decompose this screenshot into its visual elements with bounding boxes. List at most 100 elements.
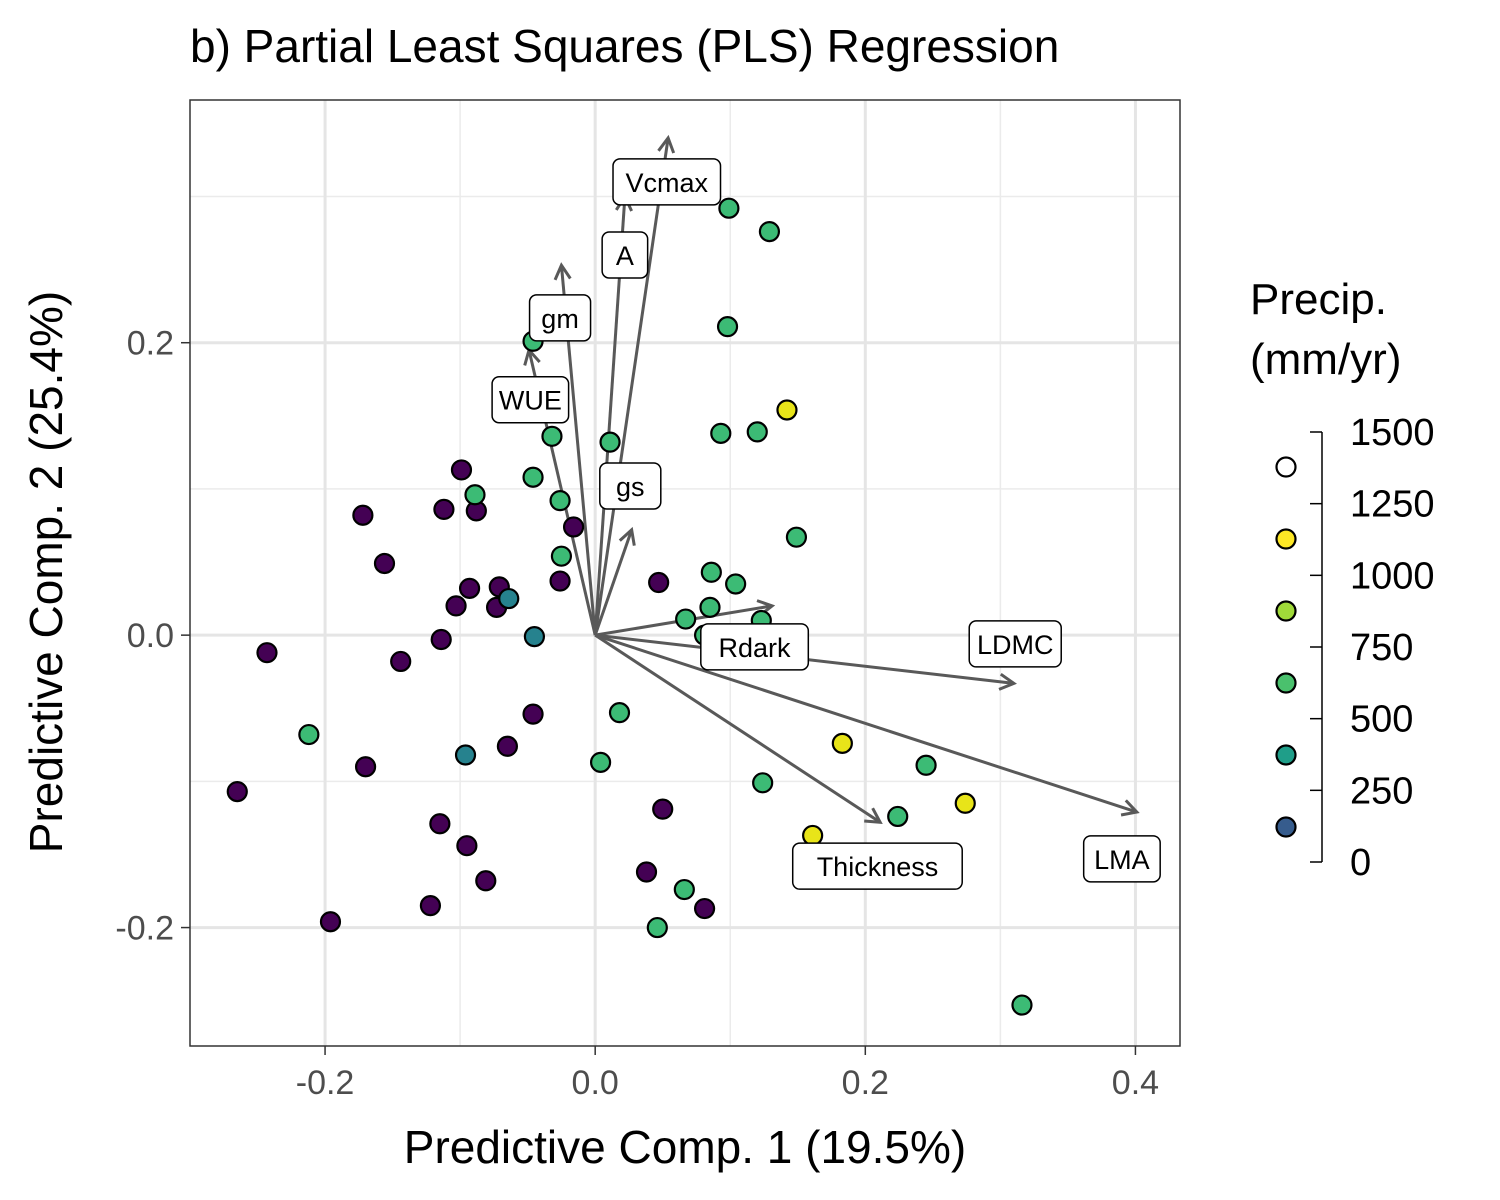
data-point bbox=[226, 780, 248, 803]
data-point bbox=[562, 516, 585, 538]
data-point bbox=[456, 835, 478, 857]
legend-swatch bbox=[1275, 744, 1297, 766]
data-point bbox=[646, 916, 668, 939]
data-point bbox=[523, 626, 546, 648]
x-tick-label: 0.0 bbox=[572, 1064, 619, 1102]
loading-arrow-thickness bbox=[594, 633, 881, 824]
grid-minor bbox=[190, 100, 1180, 1046]
data-point bbox=[319, 911, 342, 933]
legend-tick-label: 1250 bbox=[1350, 484, 1435, 526]
data-point bbox=[802, 824, 824, 847]
legend-tick-label: 500 bbox=[1350, 699, 1413, 741]
loading-arrowhead-thickness bbox=[864, 807, 883, 825]
data-point bbox=[831, 732, 853, 754]
loading-label-box bbox=[491, 375, 570, 424]
loading-label-text: A bbox=[616, 241, 634, 271]
loading-arrowhead-gm bbox=[553, 262, 572, 281]
legend-tick-label: 1000 bbox=[1350, 555, 1435, 597]
legend-title: Precip. bbox=[1250, 275, 1387, 324]
x-axis-title: Predictive Comp. 1 (19.5%) bbox=[404, 1121, 966, 1173]
legend-tick-label: 0 bbox=[1350, 842, 1371, 884]
precip-legend: Precip. (mm/yr) 1500 1250 1000 750 500 250 0 bbox=[1250, 275, 1435, 884]
legend-swatch bbox=[1275, 528, 1297, 550]
data-point bbox=[954, 792, 976, 814]
scatter-points bbox=[226, 197, 1033, 1016]
data-point bbox=[419, 895, 442, 917]
data-point bbox=[589, 751, 612, 773]
legend-tick-label: 750 bbox=[1350, 627, 1413, 669]
legend-tick-label: 250 bbox=[1350, 770, 1413, 812]
data-point bbox=[522, 466, 544, 488]
data-point bbox=[699, 596, 721, 618]
legend-title: (mm/yr) bbox=[1250, 335, 1402, 384]
loading-label-box bbox=[528, 294, 592, 342]
loading-arrows bbox=[523, 134, 1140, 825]
loading-arrowhead-gs bbox=[618, 526, 636, 546]
loading-label-text: gs bbox=[616, 472, 645, 502]
legend-tick-label: 1500 bbox=[1350, 412, 1435, 454]
data-point bbox=[746, 421, 768, 443]
data-point bbox=[549, 490, 571, 512]
data-point bbox=[450, 459, 473, 481]
data-point bbox=[716, 316, 739, 338]
loading-label-text: LMA bbox=[1094, 845, 1150, 875]
legend-swatch bbox=[1275, 456, 1297, 478]
loading-label-box bbox=[968, 620, 1062, 668]
data-point bbox=[464, 484, 486, 506]
data-point bbox=[785, 526, 808, 548]
data-point bbox=[352, 504, 374, 526]
x-tick-label: -0.2 bbox=[296, 1064, 355, 1102]
loading-label-text: Vcmax bbox=[626, 168, 709, 198]
loading-label-box bbox=[601, 231, 649, 279]
loading-label-text: Rdark bbox=[719, 633, 792, 663]
loading-label-box bbox=[612, 158, 722, 206]
legend-swatch bbox=[1275, 600, 1297, 622]
data-point bbox=[496, 735, 518, 757]
loading-arrow-lma bbox=[594, 633, 1138, 814]
loading-label-text: Thickness bbox=[817, 852, 939, 882]
loading-label-text: WUE bbox=[499, 386, 562, 416]
data-point bbox=[373, 552, 396, 575]
data-point bbox=[354, 756, 377, 778]
loading-arrow-gs bbox=[593, 529, 634, 636]
data-point bbox=[458, 577, 481, 599]
x-tick-label: 0.2 bbox=[842, 1064, 889, 1102]
data-point bbox=[700, 561, 722, 583]
data-point bbox=[498, 587, 520, 610]
data-point bbox=[1011, 994, 1033, 1016]
data-point bbox=[256, 642, 278, 664]
data-point bbox=[390, 650, 412, 673]
legend-swatch bbox=[1275, 672, 1297, 694]
loading-label-box bbox=[791, 842, 963, 890]
loading-labels: Vcmax Agm WUE gs Rdark LDMC LMA Thickness bbox=[491, 158, 1161, 890]
loading-arrowhead-vcmax bbox=[657, 134, 676, 154]
loading-arrowhead-ldmc bbox=[998, 672, 1017, 691]
loading-label-box bbox=[700, 623, 810, 671]
plot-panel-border bbox=[189, 99, 1181, 1047]
y-axis-title: Predictive Comp. 2 (25.4%) bbox=[20, 291, 72, 853]
data-point bbox=[608, 702, 631, 724]
data-point bbox=[648, 571, 670, 594]
loading-label-box bbox=[1082, 835, 1161, 883]
data-point bbox=[522, 703, 544, 725]
data-point bbox=[475, 870, 497, 892]
data-point bbox=[430, 628, 452, 651]
loading-label-text: LDMC bbox=[977, 630, 1054, 660]
data-point bbox=[635, 861, 658, 883]
data-point bbox=[429, 813, 451, 835]
loading-arrow-vcmax bbox=[593, 137, 670, 636]
data-point bbox=[776, 399, 798, 421]
loading-label-box bbox=[599, 462, 662, 510]
loading-label-text: gm bbox=[541, 304, 579, 334]
y-tick-label: 0.2 bbox=[127, 325, 174, 363]
data-point bbox=[445, 595, 467, 617]
x-tick-label: 0.4 bbox=[1112, 1064, 1159, 1102]
data-point bbox=[454, 744, 477, 766]
y-axis: -0.2 0.0 0.2 bbox=[115, 325, 190, 948]
data-point bbox=[549, 570, 571, 592]
data-point bbox=[887, 805, 909, 828]
chart-title: b) Partial Least Squares (PLS) Regressio… bbox=[190, 20, 1059, 72]
data-point bbox=[752, 772, 774, 794]
data-point bbox=[652, 798, 674, 820]
